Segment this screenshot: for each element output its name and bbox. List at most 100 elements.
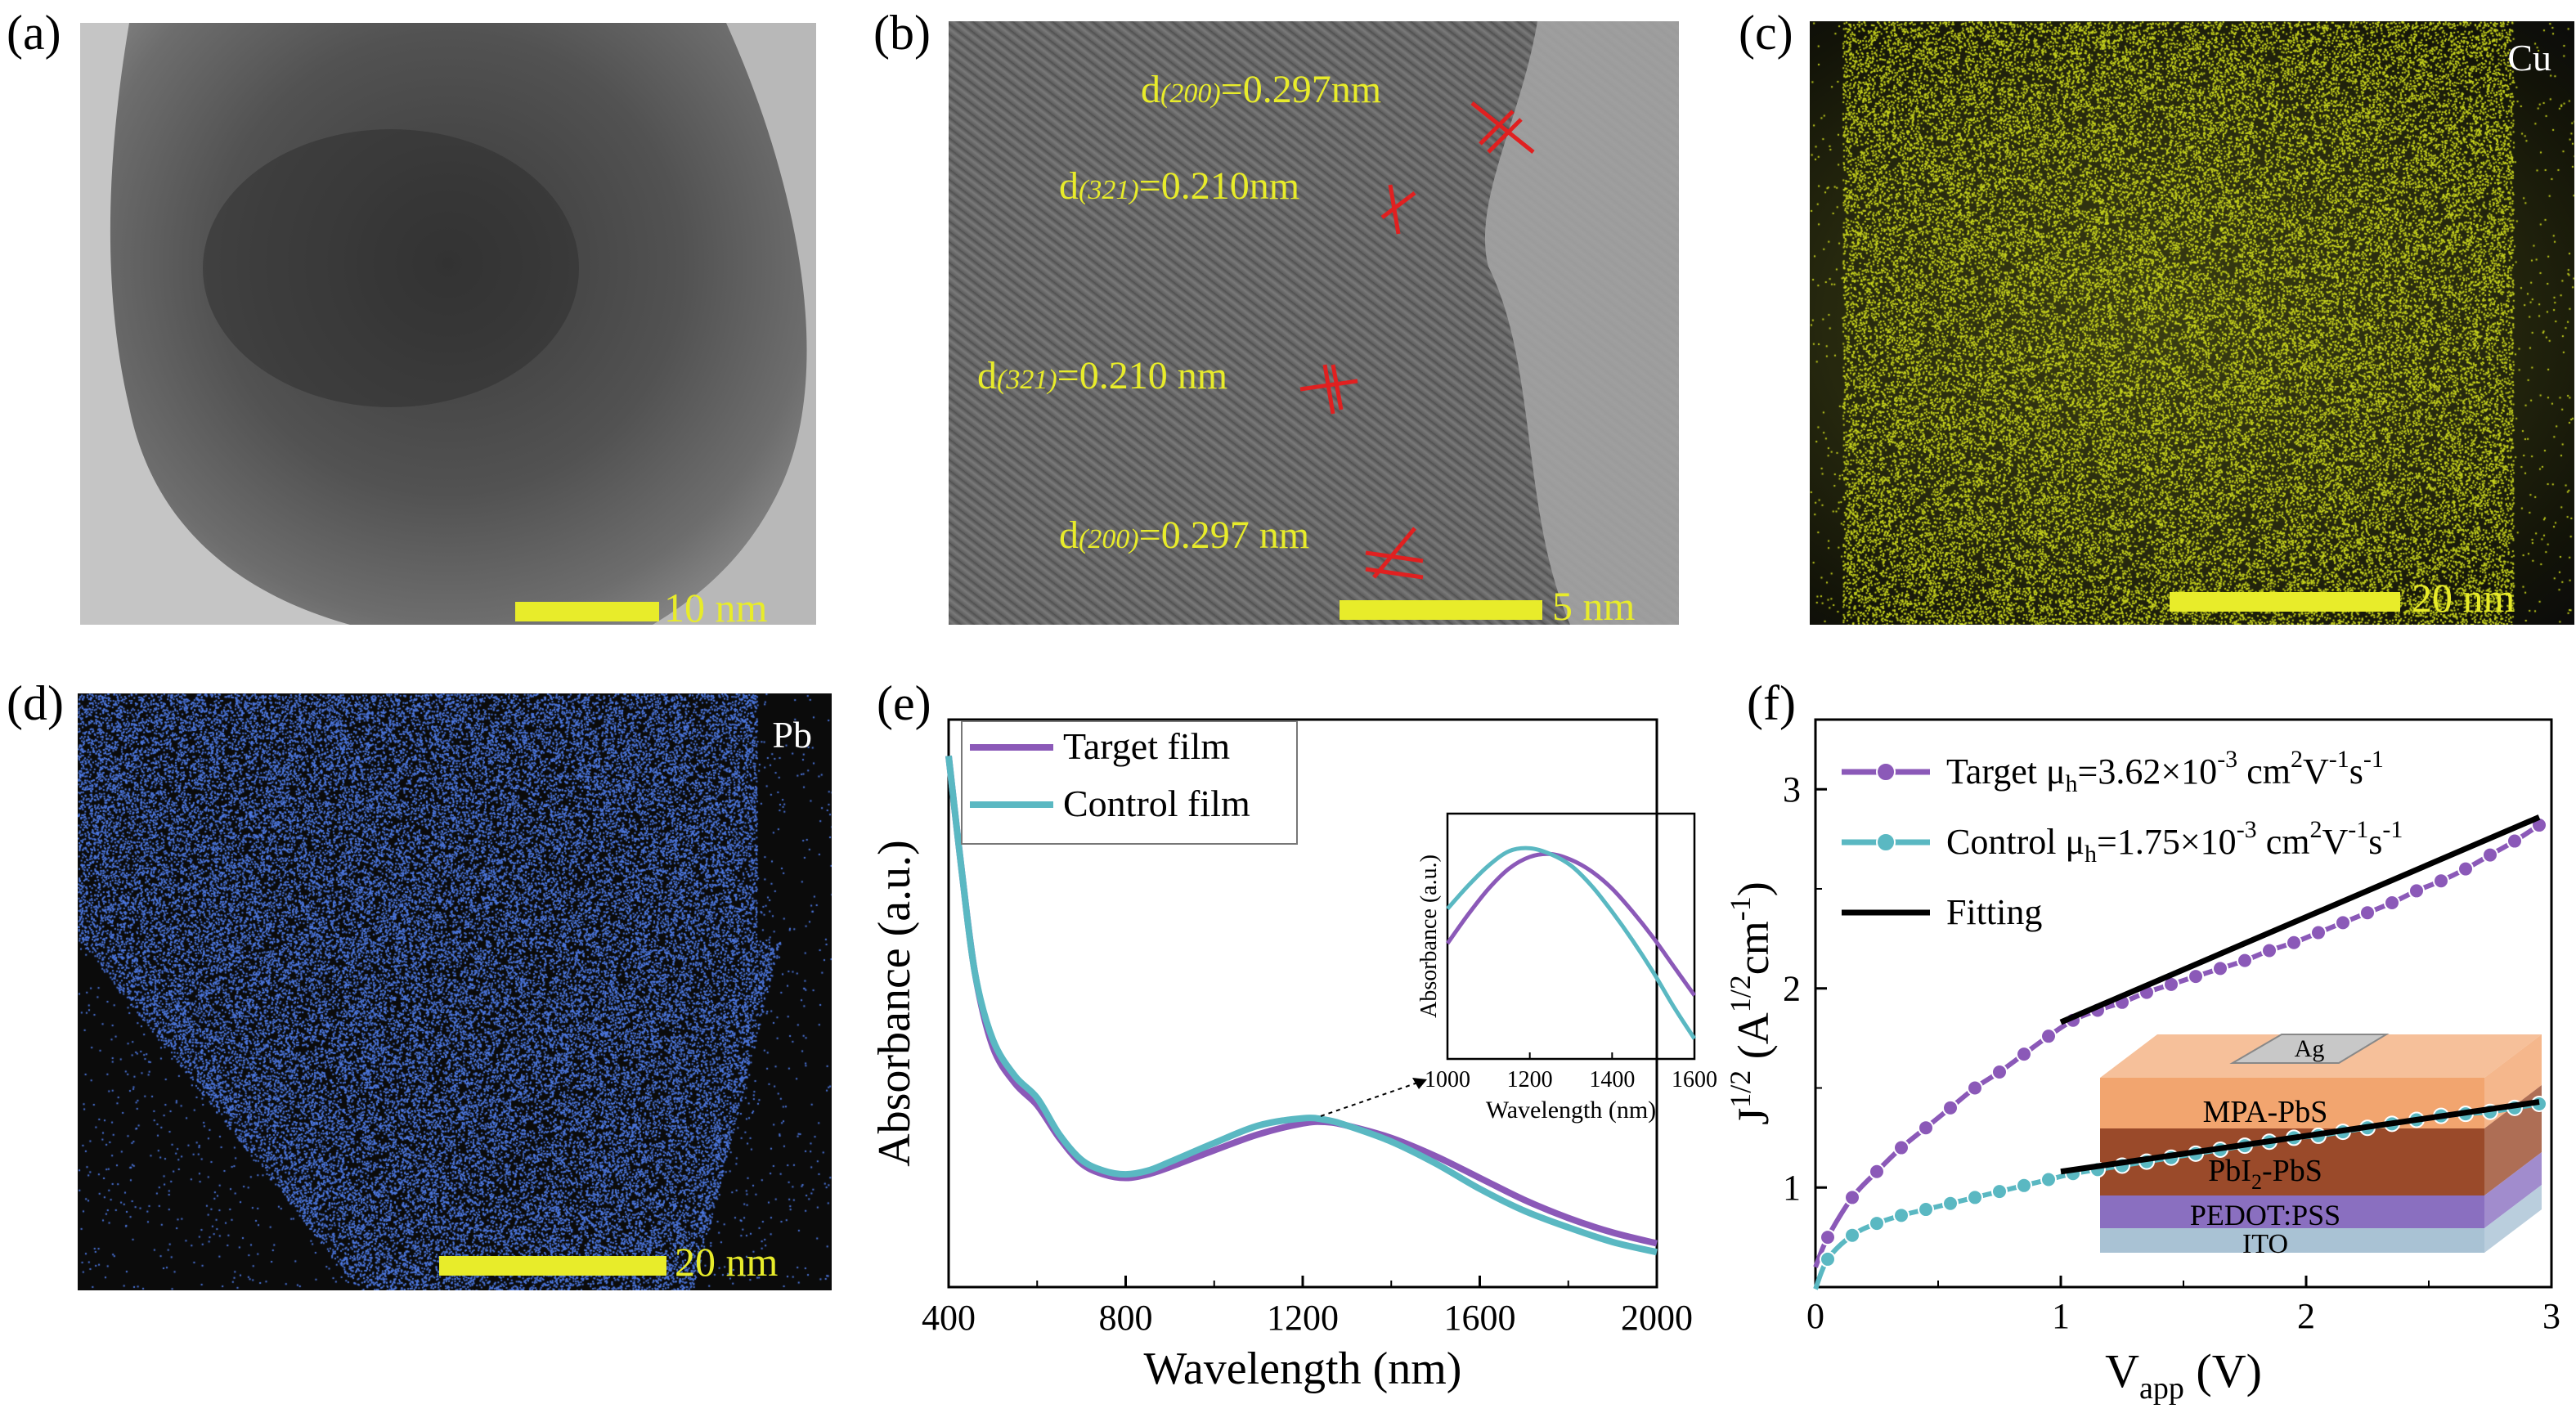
panel-a-label: (a) — [7, 6, 61, 60]
data-point-control — [1991, 1183, 2008, 1200]
data-point-target — [1942, 1099, 1959, 1116]
legend-label: Fitting — [1946, 892, 2042, 932]
data-point-control — [1893, 1207, 1910, 1224]
scale-bar-a — [515, 602, 659, 621]
legend-label: Control film — [1063, 783, 1250, 824]
d-spacing-annotation-3: d(321)=0.210 nm — [977, 354, 1228, 397]
data-point-target — [2286, 934, 2302, 951]
data-point-target — [2482, 846, 2498, 864]
data-point-control — [2040, 1171, 2057, 1188]
panel-b-label: (b) — [873, 6, 931, 60]
data-point-target — [2188, 968, 2204, 985]
device-layer-front — [2100, 1078, 2484, 1128]
y-tick-label: 2 — [1783, 969, 1801, 1009]
device-layer-side — [2484, 1152, 2542, 1228]
legend-box — [961, 720, 1298, 845]
x-tick-label: 0 — [1806, 1296, 1824, 1336]
panel-d-label: (d) — [7, 676, 64, 730]
device-label-mpa-pbs: MPA-PbS — [2203, 1095, 2328, 1129]
scale-text-b: 5 nm — [1552, 583, 1636, 625]
data-point-control — [1820, 1250, 1836, 1267]
data-point-target — [2040, 1028, 2057, 1045]
data-point-target — [1844, 1189, 1860, 1206]
x-tick-label: 2 — [2297, 1296, 2315, 1336]
series-line-control-film — [945, 756, 1658, 1256]
device-layer-side — [2484, 1185, 2542, 1253]
eds-map-cu: Cu 20 nm — [1810, 21, 2574, 625]
data-point-target — [1991, 1064, 2008, 1081]
x-tick-label: 400 — [922, 1298, 976, 1338]
data-point-target — [1869, 1163, 1885, 1180]
d-spacing-annotation-4: d(200)=0.297 nm — [1059, 514, 1310, 557]
data-point-control — [1844, 1227, 1860, 1244]
y-axis-label: J1/2 (A1/2cm-1) — [1724, 881, 1778, 1125]
inset-x-tick-label: 1400 — [1589, 1067, 1635, 1092]
hrtem-image-b: d(200)=0.297nm d(321)=0.210nm d(321)=0.2… — [949, 21, 1679, 625]
data-point-target — [2212, 960, 2228, 977]
sclc-chart: 0 1 2 3 1 2 3 Vapp (V) J1/2 (A1/2cm-1) Ag MPA-PbS P… — [1724, 718, 2560, 1406]
x-axis-label: Vapp (V) — [2105, 1344, 2262, 1406]
legend-label: Target μh=3.62×10-3 cm2V-1s-1 — [1946, 746, 2384, 797]
x-tick-label: 3 — [2542, 1296, 2560, 1336]
element-label-pb: Pb — [772, 714, 812, 756]
legend-label: Control μh=1.75×10-3 cm2V-1s-1 — [1946, 816, 2403, 868]
data-point-control — [1869, 1215, 1885, 1232]
panel-f-label: (f) — [1747, 676, 1796, 730]
scale-bar-c — [2170, 592, 2400, 612]
ag-electrode — [2229, 1034, 2390, 1064]
d-spacing-annotation-2: d(321)=0.210nm — [1059, 164, 1300, 208]
x-tick-label: 1600 — [1444, 1298, 1516, 1338]
fitting-line — [2060, 1099, 2540, 1175]
data-point-target — [2261, 942, 2278, 959]
inset-frame — [1446, 812, 1696, 1061]
data-point-control — [1967, 1189, 1983, 1206]
inset-series-line — [1446, 846, 1697, 1040]
panel-c-label: (c) — [1739, 6, 1793, 60]
device-label-ito: ITO — [2242, 1229, 2288, 1259]
inset-pointer-arrow — [1320, 1079, 1428, 1117]
device-layer-side — [2484, 1085, 2542, 1195]
element-label-cu: Cu — [2507, 37, 2551, 79]
data-point-target — [1918, 1119, 1934, 1137]
scale-bar-b — [1340, 600, 1542, 620]
inset-x-tick-label: 1600 — [1672, 1067, 1717, 1092]
inset-y-label: Absorbance (a.u.) — [1416, 855, 1442, 1018]
device-layer-front — [2100, 1128, 2484, 1195]
scale-text-a: 10 nm — [664, 585, 768, 625]
x-tick-label: 800 — [1099, 1298, 1153, 1338]
data-point-target — [1967, 1079, 1983, 1097]
scale-text-d: 20 nm — [675, 1239, 779, 1285]
inset-arrowhead — [1412, 1078, 1427, 1089]
data-point-control — [2016, 1177, 2032, 1194]
y-tick-label: 3 — [1783, 769, 1801, 810]
data-point-target — [2384, 895, 2400, 912]
panel-e-label: (e) — [877, 676, 931, 730]
inset-x-tick-label: 1200 — [1507, 1067, 1553, 1092]
data-point-control — [1918, 1201, 1934, 1218]
x-axis-label: Wavelength (nm) — [1144, 1343, 1462, 1394]
legend-label: Target film — [1063, 725, 1230, 767]
eds-map-pb: Pb 20 nm — [78, 693, 832, 1290]
x-tick-label: 1200 — [1267, 1298, 1339, 1338]
inset-x-tick-label: 1000 — [1425, 1067, 1470, 1092]
data-point-target — [2335, 914, 2351, 931]
y-axis-label: Absorbance (a.u.) — [869, 840, 920, 1167]
scale-text-c: 20 nm — [2412, 575, 2515, 621]
data-point-target — [2457, 860, 2474, 877]
data-point-target — [2506, 832, 2523, 850]
data-point-target — [2237, 952, 2253, 969]
tem-image-a: 10 nm — [80, 23, 816, 625]
legend-marker — [1876, 832, 1896, 852]
data-point-target — [2359, 904, 2376, 922]
data-point-target — [1820, 1229, 1836, 1246]
data-point-target — [2310, 924, 2327, 941]
device-layer-front — [2100, 1195, 2484, 1228]
data-point-target — [2016, 1046, 2032, 1063]
absorbance-chart: 400 800 1200 1600 2000 Wavelength (nm) Absorba… — [869, 718, 1717, 1394]
device-label-pedot: PEDOT:PSS — [2190, 1199, 2340, 1231]
device-label-ag: Ag — [2295, 1035, 2325, 1062]
legend-marker — [1876, 762, 1896, 782]
fitting-line — [2059, 814, 2541, 1025]
x-tick-label: 2000 — [1621, 1298, 1693, 1338]
